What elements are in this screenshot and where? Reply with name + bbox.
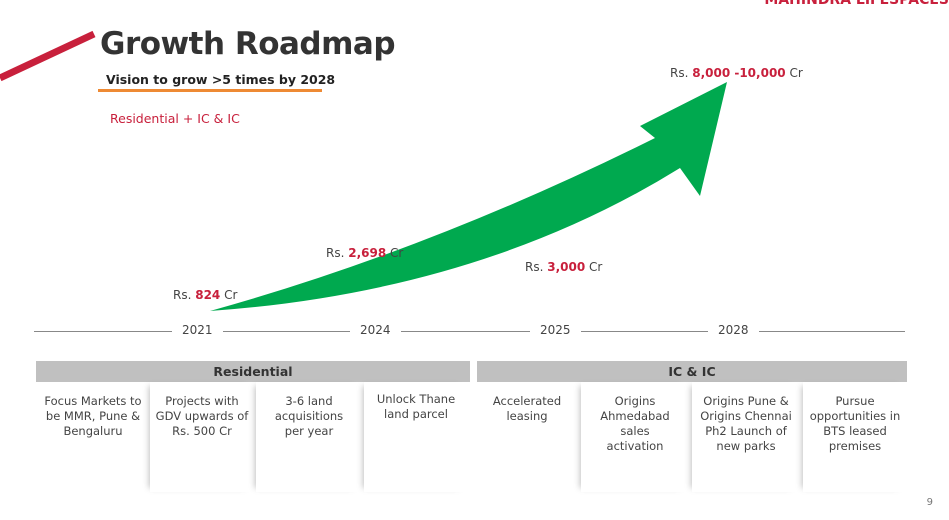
- icic-header: IC & IC: [477, 361, 907, 382]
- milestone-2021: Rs. 824 Cr: [173, 288, 238, 302]
- subtitle-underline: [98, 89, 322, 92]
- page-number: 9: [926, 497, 933, 508]
- red-stripe: [0, 30, 96, 82]
- icic-item: Pursue opportunities in BTS leased premi…: [803, 382, 907, 492]
- residential-item: Focus Markets to be MMR, Pune & Bengalur…: [44, 394, 142, 438]
- residential-header: Residential: [36, 361, 470, 382]
- residential-item: Projects with GDV upwards of Rs. 500 Cr: [150, 382, 254, 492]
- growth-arrow: [210, 82, 727, 311]
- page-title: Growth Roadmap: [100, 26, 396, 62]
- year-label: 2024: [350, 323, 401, 337]
- icic-item: Origins Ahmedabad sales activation: [581, 382, 689, 492]
- logo: MAHINDRA LIFESPACES: [764, 0, 949, 8]
- timeline: [34, 331, 905, 332]
- year-label: 2028: [708, 323, 759, 337]
- milestone-2028: Rs. 8,000 -10,000 Cr: [670, 66, 803, 80]
- milestone-2024: Rs. 2,698 Cr: [326, 246, 404, 260]
- year-label: 2021: [172, 323, 223, 337]
- segment-label: Residential + IC & IC: [110, 111, 240, 126]
- year-label: 2025: [530, 323, 581, 337]
- subtitle: Vision to grow >5 times by 2028: [106, 72, 336, 87]
- icic-item: Origins Pune & Origins Chennai Ph2 Launc…: [692, 382, 800, 492]
- icic-item: Accelerated leasing: [492, 394, 562, 423]
- milestone-2025: Rs. 3,000 Cr: [525, 260, 603, 274]
- residential-item: Unlock Thane land parcel: [364, 382, 468, 492]
- residential-item: 3-6 land acquisitions per year: [256, 382, 362, 492]
